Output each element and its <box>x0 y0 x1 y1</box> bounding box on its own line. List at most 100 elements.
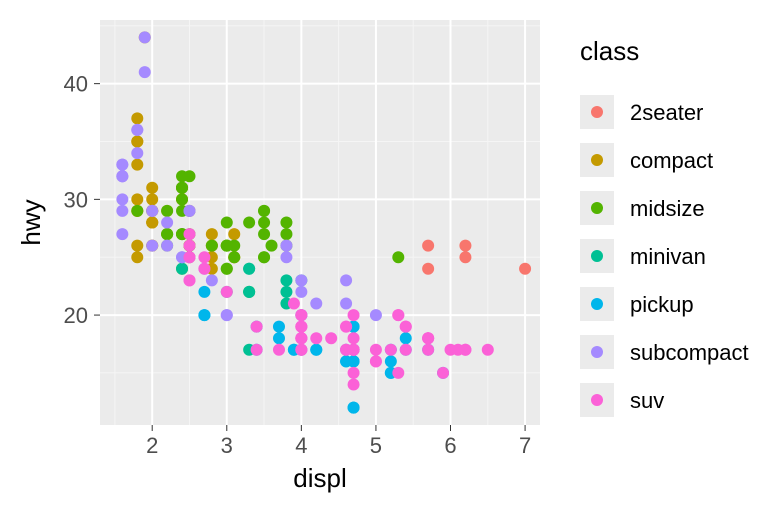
point <box>385 344 397 356</box>
point <box>131 240 143 252</box>
legend-swatch <box>591 250 603 262</box>
point <box>176 263 188 275</box>
point <box>116 170 128 182</box>
point <box>183 240 195 252</box>
x-tick-label: 5 <box>370 433 382 458</box>
point <box>392 251 404 263</box>
point <box>370 344 382 356</box>
point <box>348 367 360 379</box>
point <box>400 344 412 356</box>
point <box>198 309 210 321</box>
point <box>295 286 307 298</box>
point <box>139 66 151 78</box>
point <box>228 228 240 240</box>
point <box>348 309 360 321</box>
x-tick-label: 3 <box>221 433 233 458</box>
point <box>348 402 360 414</box>
point <box>280 286 292 298</box>
point <box>131 159 143 171</box>
point <box>146 217 158 229</box>
point <box>221 263 233 275</box>
point <box>131 147 143 159</box>
point <box>258 217 270 229</box>
point <box>273 321 285 333</box>
legend-label: subcompact <box>630 340 749 365</box>
point <box>221 217 233 229</box>
point <box>221 286 233 298</box>
x-tick-label: 4 <box>295 433 307 458</box>
point <box>131 205 143 217</box>
point <box>310 332 322 344</box>
legend-swatch <box>591 202 603 214</box>
point <box>131 112 143 124</box>
x-axis-title: displ <box>293 463 346 493</box>
legend-swatch <box>591 106 603 118</box>
point <box>348 344 360 356</box>
legend-label: suv <box>630 388 664 413</box>
point <box>183 251 195 263</box>
chart-svg: 234567203040displhwyclass2seatercompactm… <box>0 0 768 512</box>
point <box>183 170 195 182</box>
point <box>288 298 300 310</box>
point <box>258 251 270 263</box>
point <box>228 251 240 263</box>
point <box>280 274 292 286</box>
point <box>273 332 285 344</box>
point <box>392 309 404 321</box>
point <box>422 240 434 252</box>
point <box>280 240 292 252</box>
point <box>459 251 471 263</box>
point <box>161 228 173 240</box>
point <box>146 240 158 252</box>
legend-swatch <box>591 394 603 406</box>
legend-swatch <box>591 346 603 358</box>
point <box>183 274 195 286</box>
point <box>243 286 255 298</box>
point <box>116 159 128 171</box>
point <box>452 344 464 356</box>
point <box>340 355 352 367</box>
legend-swatch <box>591 154 603 166</box>
point <box>340 274 352 286</box>
point <box>198 251 210 263</box>
point <box>116 193 128 205</box>
legend-title: class <box>580 36 639 66</box>
point <box>183 205 195 217</box>
point <box>198 286 210 298</box>
point <box>348 332 360 344</box>
point <box>280 217 292 229</box>
point <box>258 205 270 217</box>
point <box>161 205 173 217</box>
y-tick-label: 40 <box>64 72 88 97</box>
x-tick-label: 2 <box>146 433 158 458</box>
point <box>370 309 382 321</box>
y-tick-label: 20 <box>64 303 88 328</box>
point <box>146 182 158 194</box>
point <box>295 321 307 333</box>
point <box>161 217 173 229</box>
point <box>176 193 188 205</box>
point <box>258 228 270 240</box>
point <box>348 379 360 391</box>
legend-label: compact <box>630 148 713 173</box>
point <box>400 332 412 344</box>
point <box>422 332 434 344</box>
point <box>437 367 449 379</box>
point <box>116 205 128 217</box>
point <box>266 240 278 252</box>
point <box>400 321 412 333</box>
legend-label: 2seater <box>630 100 703 125</box>
point <box>295 274 307 286</box>
point <box>206 274 218 286</box>
legend-label: midsize <box>630 196 705 221</box>
point <box>295 309 307 321</box>
legend-swatch <box>591 298 603 310</box>
point <box>519 263 531 275</box>
legend-label: pickup <box>630 292 694 317</box>
point <box>482 344 494 356</box>
point <box>325 332 337 344</box>
point <box>206 240 218 252</box>
point <box>206 228 218 240</box>
point <box>273 344 285 356</box>
point <box>310 298 322 310</box>
